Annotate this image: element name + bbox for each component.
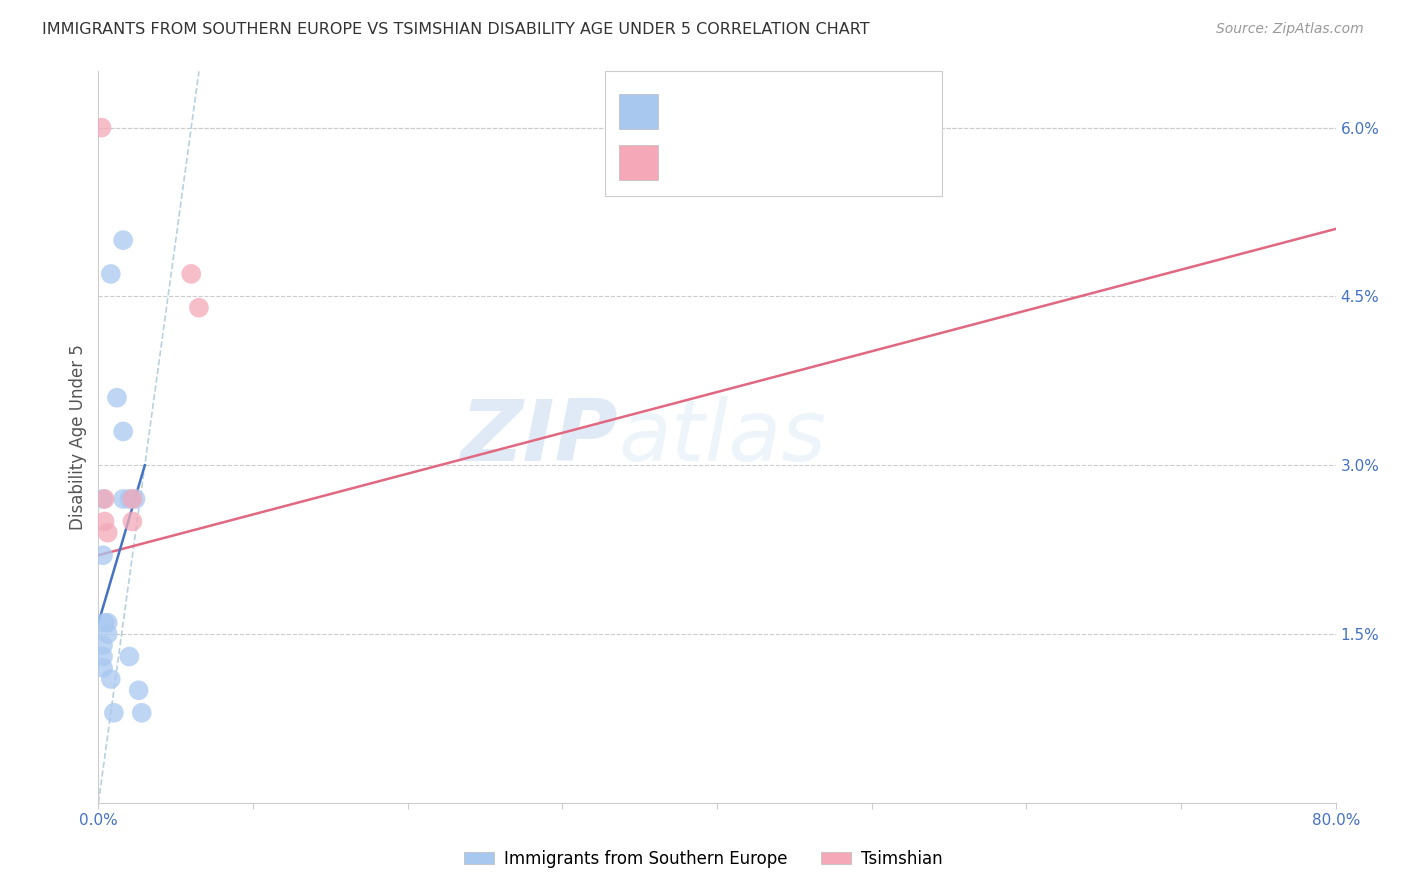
Point (105, 391, 128, 405)
Text: 8: 8 (797, 149, 820, 167)
Legend: Immigrants from Southern Europe, Tsimshian: Immigrants from Southern Europe, Tsimshi… (457, 844, 949, 875)
Point (91, 548, 114, 562)
Point (131, 706, 153, 720)
Point (91, 491, 114, 506)
Text: atlas: atlas (619, 395, 827, 479)
Point (90, 120, 112, 135)
Text: N =: N = (762, 96, 801, 114)
Point (118, 491, 141, 506)
Point (112, 425, 135, 439)
Point (100, 267, 122, 281)
Point (97, 627, 120, 641)
Point (91, 638, 114, 652)
Point (97, 525, 120, 540)
Text: R =: R = (666, 149, 706, 167)
Text: N =: N = (762, 149, 801, 167)
Point (121, 515, 143, 529)
Point (93, 491, 115, 506)
Point (97, 615, 120, 630)
Point (118, 649, 141, 664)
Text: ZIP: ZIP (460, 395, 619, 479)
Point (103, 706, 125, 720)
Point (121, 491, 143, 506)
Point (124, 491, 146, 506)
Point (180, 267, 202, 281)
Point (91, 661, 114, 675)
Text: 0.259: 0.259 (703, 96, 755, 114)
Point (91, 649, 114, 664)
Text: R =: R = (666, 96, 706, 114)
Point (93, 615, 115, 630)
Point (112, 233, 135, 247)
Text: 20: 20 (797, 96, 820, 114)
Point (100, 672, 122, 686)
Point (128, 683, 150, 698)
Text: Source: ZipAtlas.com: Source: ZipAtlas.com (1216, 22, 1364, 37)
Text: 0.596: 0.596 (703, 149, 755, 167)
Point (112, 491, 135, 506)
Y-axis label: Disability Age Under 5: Disability Age Under 5 (69, 344, 87, 530)
Text: IMMIGRANTS FROM SOUTHERN EUROPE VS TSIMSHIAN DISABILITY AGE UNDER 5 CORRELATION : IMMIGRANTS FROM SOUTHERN EUROPE VS TSIMS… (42, 22, 870, 37)
Point (93, 515, 115, 529)
Point (188, 301, 211, 315)
